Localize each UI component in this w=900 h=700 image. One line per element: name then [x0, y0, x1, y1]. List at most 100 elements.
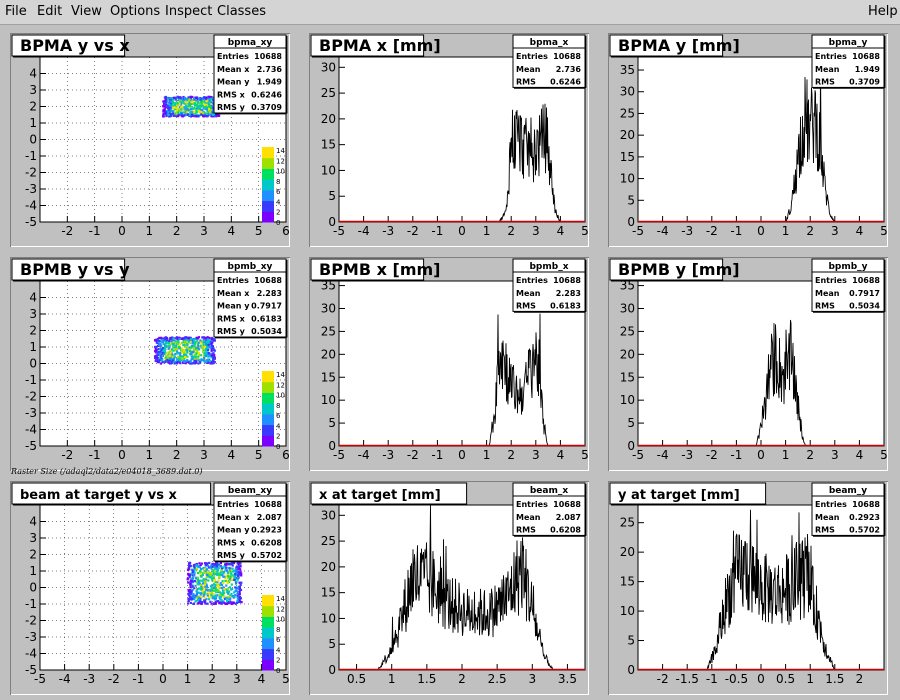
heatmap-cell	[211, 111, 214, 114]
heatmap-cell	[195, 356, 198, 359]
heatmap-cell	[192, 602, 196, 605]
x-tick-label: 3	[831, 448, 839, 462]
heatmap-cell	[189, 601, 192, 605]
menu-classes[interactable]: Classes	[217, 4, 266, 19]
menu-file[interactable]: File	[5, 4, 27, 19]
heatmap-cell	[176, 352, 179, 355]
heatmap-cell	[154, 347, 157, 350]
heatmap-cell	[225, 569, 228, 573]
heatmap-cell	[208, 340, 211, 343]
heatmap-cell	[213, 574, 216, 577]
menu-view[interactable]: View	[71, 4, 102, 19]
heatmap-cell	[177, 359, 180, 363]
heatmap-cell	[234, 568, 237, 571]
heatmap-cell	[155, 351, 158, 354]
heatmap-cell	[199, 563, 202, 567]
pad-8: 0.5 1 1.5 2 2.5 3 3.5 0 5 10 15 20 25 30 x at target […	[309, 481, 589, 695]
x-tick-label: 5	[255, 448, 263, 462]
heatmap-cell	[205, 575, 208, 579]
heatmap-cell	[168, 342, 172, 345]
heatmap-cell	[227, 576, 230, 579]
heatmap-cell	[204, 111, 207, 115]
heatmap-cell	[217, 567, 220, 570]
y-tick-label: 20	[620, 128, 635, 142]
x-tick-label: -3	[83, 672, 95, 686]
heatmap-cell	[203, 590, 206, 594]
heatmap-cell	[211, 565, 214, 568]
x-tick-label: 1	[806, 672, 814, 686]
root-canvas[interactable]: -2 -1 0 1 2 3 4 5 6 -5 -4 -3 -2 -1 0 1 2 3 4 0 2 4 6 8 10 12 14 BPM…	[0, 25, 900, 700]
stats-value: 0.5702	[849, 526, 880, 535]
plot-title: y at target [mm]	[618, 488, 740, 503]
palette-swatch	[262, 659, 274, 671]
heatmap-cell	[218, 583, 222, 587]
heatmap-cell	[181, 98, 184, 101]
heatmap-cell	[193, 104, 197, 107]
heatmap-cell	[220, 592, 223, 595]
palette-tick-label: 4	[276, 646, 281, 654]
heatmap-cell	[166, 358, 169, 361]
x-tick-label: 0	[118, 448, 126, 462]
heatmap-cell	[165, 337, 168, 340]
x-tick-label: -4	[657, 448, 669, 462]
histogram-line	[339, 504, 585, 671]
heatmap-cell	[197, 341, 200, 344]
menu-options[interactable]: Options	[110, 4, 161, 19]
menu-help[interactable]: Help	[868, 4, 898, 19]
heatmap-cell	[235, 601, 239, 604]
heatmap-cell	[193, 568, 196, 571]
x-tick-label: 0	[118, 224, 126, 238]
x-tick-label: 0	[757, 448, 765, 462]
menu-edit[interactable]: Edit	[37, 4, 63, 19]
heatmap-cell	[232, 574, 235, 577]
palette-tick-label: 6	[276, 412, 281, 420]
y-tick-label: -2	[25, 166, 37, 180]
x-tick-label: -2	[407, 448, 419, 462]
y-tick-label: 5	[328, 637, 336, 651]
stats-value: 1.949	[855, 65, 881, 74]
x-tick-label: -2	[706, 224, 718, 238]
palette-swatch	[262, 211, 274, 223]
heatmap-cell	[176, 96, 179, 100]
heatmap-cell	[234, 594, 237, 597]
heatmap-cell	[179, 103, 183, 106]
heatmap-cell	[172, 96, 176, 99]
heatmap-cell	[220, 571, 223, 574]
x-tick-label: -2	[108, 672, 120, 686]
heatmap-cell	[197, 595, 200, 598]
heatmap-cell	[211, 584, 214, 587]
y-tick-label: 20	[620, 347, 635, 361]
heatmap-cell	[231, 567, 234, 570]
heatmap-cell	[209, 97, 212, 100]
heatmap-cell	[161, 349, 164, 352]
y-tick-label: -3	[25, 406, 37, 420]
heatmap-cell	[169, 106, 172, 109]
heatmap-cell	[177, 113, 180, 117]
heatmap-cell	[153, 350, 157, 353]
heatmap-cell	[189, 115, 193, 118]
heatmap-cell	[207, 107, 211, 111]
heatmap-cell	[181, 351, 184, 354]
heatmap-cell	[186, 108, 189, 111]
plot-title: BPMB x [mm]	[319, 260, 440, 279]
heatmap-cell	[211, 595, 214, 598]
stats-value: 10688	[852, 52, 880, 61]
heatmap-cell	[236, 599, 239, 602]
heatmap-cell	[210, 348, 213, 352]
heatmap-cell	[195, 592, 198, 596]
palette-swatch	[262, 627, 274, 639]
heatmap-cell	[188, 98, 191, 101]
heatmap-cell	[191, 95, 194, 99]
heatmap-cell	[199, 575, 203, 578]
heatmap-cell	[206, 112, 209, 116]
stats-value: 0.3709	[849, 78, 880, 87]
heatmap-cell	[165, 340, 168, 343]
x-tick-label: 2	[806, 224, 814, 238]
palette-swatch	[262, 392, 274, 404]
heatmap-cell	[164, 360, 167, 363]
stats-label: RMS y	[217, 103, 246, 112]
menu-inspect[interactable]: Inspect	[165, 4, 213, 19]
heatmap-cell	[189, 582, 192, 586]
stats-value: 0.6208	[251, 538, 282, 547]
heatmap-cell	[202, 111, 205, 115]
